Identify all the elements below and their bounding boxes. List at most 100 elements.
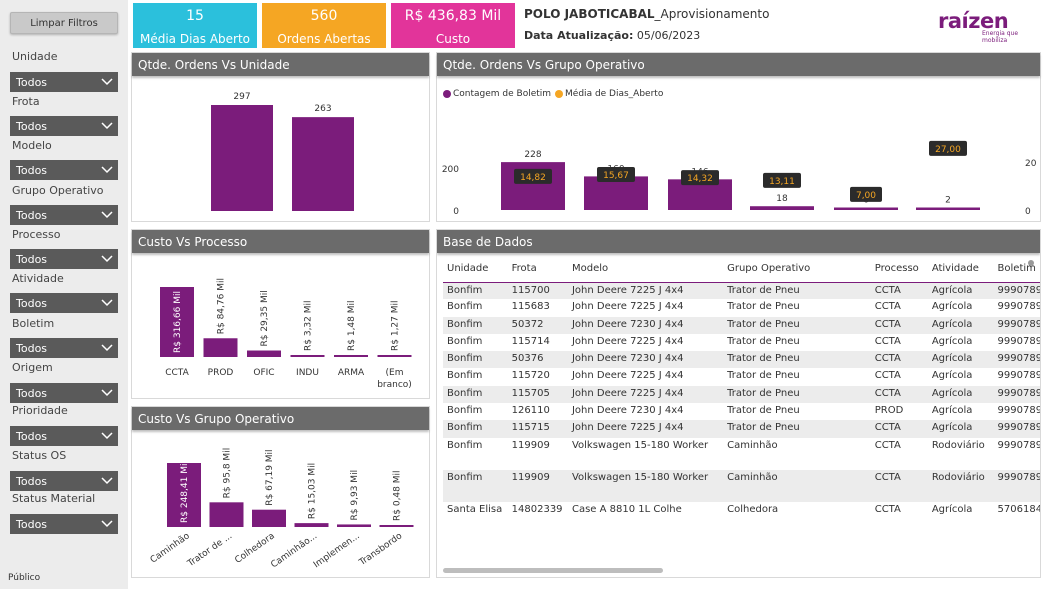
table-cell: Bonfim: [447, 405, 483, 417]
y-tick-right: 0: [1025, 207, 1031, 217]
table-row[interactable]: Santa Elisa 14802339 Case A 8810 1L Colhe C…: [443, 502, 1040, 534]
table-cell: CCTA: [870, 420, 928, 438]
data-table-container[interactable]: Unidade Frota Modelo Grupo Operativo Process…: [443, 256, 1040, 566]
filter-dropdown[interactable]: Todos: [10, 72, 118, 92]
chevron-down-icon: [101, 211, 113, 219]
raizen-logo: raízen Energia que mobiliza: [938, 10, 1038, 44]
data-label: R$ 0,48 Mil: [393, 470, 403, 521]
kpi-label: Ordens Abertas: [277, 32, 371, 46]
panel-title: Qtde. Ordens Vs Unidade: [132, 53, 429, 76]
column-header[interactable]: Atividade: [931, 263, 979, 275]
chart-legend: Contagem de Boletim Média de Dias_Aberto: [443, 89, 663, 99]
bar: [750, 206, 814, 210]
table-cell: Agrícola: [931, 503, 973, 515]
bar: [294, 523, 329, 527]
table-cell: 50376: [507, 351, 568, 369]
filter-dropdown[interactable]: Todos: [10, 249, 118, 269]
category-label: Transbordo: [357, 531, 405, 569]
table-cell: 14802339: [511, 503, 563, 515]
filter-dropdown[interactable]: Todos: [10, 338, 118, 358]
table-cell: CCTA: [870, 316, 928, 334]
table-row[interactable]: Bonfim 126110 John Deere 7230 J 4x4 Trator …: [443, 403, 1040, 420]
filter-dropdown[interactable]: Todos: [10, 514, 118, 534]
clear-filters-button[interactable]: Limpar Filtros: [10, 12, 118, 34]
data-label: R$ 67,19 Mil: [265, 449, 275, 505]
filter-value: Todos: [16, 474, 48, 488]
horizontal-scrollbar[interactable]: [443, 568, 663, 573]
table-cell: John Deere 7230 J 4x4: [567, 351, 724, 369]
filter-label: Unidade: [12, 50, 58, 63]
table-cell: Volkswagen 15-180 Worker: [571, 439, 709, 451]
category-label: INDU: [296, 368, 319, 378]
chart-ordens-grupo: 2000200228Caminhão160Colhedora146Trator …: [442, 140, 1037, 217]
filter-dropdown[interactable]: Todos: [10, 471, 118, 491]
category-label: branco): [377, 380, 412, 390]
table-cell: Agrícola: [931, 370, 973, 382]
table-cell: Agrícola: [931, 301, 973, 313]
data-label: R$ 1,48 Mil: [347, 300, 357, 351]
column-header[interactable]: Unidade: [447, 263, 489, 275]
table-cell: 115714: [511, 335, 550, 347]
panel-custo-processo: Custo Vs Processo R$ 316,66 Mil CCTA R$ 84…: [131, 229, 430, 399]
update-date-value: 05/06/2023: [636, 29, 701, 42]
table-row[interactable]: Bonfim 115715 John Deere 7225 J 4x4 Trator …: [443, 420, 1040, 438]
line-data-label: 13,11: [769, 177, 795, 187]
table-cell: Trator de Pneu: [723, 282, 871, 300]
table-cell: CCTA: [870, 282, 928, 300]
table-cell: Bonfim: [443, 282, 508, 300]
column-header[interactable]: Grupo Operativo: [727, 263, 811, 275]
filter-dropdown[interactable]: Todos: [10, 426, 118, 446]
filter-label: Atividade: [12, 272, 64, 285]
filter-dropdown[interactable]: Todos: [10, 160, 118, 180]
y-tick-right: 20: [1025, 159, 1037, 169]
table-row[interactable]: Bonfim 115700 John Deere 7225 J 4x4 Trator …: [443, 282, 1040, 300]
kpi-value: 15: [186, 8, 204, 24]
table-row[interactable]: Bonfim 119909 Volkswagen 15-180 Worker Cami…: [443, 469, 1040, 502]
data-label: R$ 29,35 Mil: [260, 290, 270, 346]
page-title-main: POLO JABOTICABAL: [524, 7, 655, 21]
chevron-down-icon: [101, 344, 113, 352]
legend-label: Média de Dias_Aberto: [565, 89, 664, 99]
table-cell: CCTA: [874, 335, 901, 347]
table-cell: Bonfim: [447, 439, 483, 451]
table-row[interactable]: Bonfim 115705 John Deere 7225 J 4x4 Trator …: [443, 385, 1040, 404]
table-row[interactable]: Bonfim 50376 John Deere 7230 J 4x4 Trator d…: [443, 351, 1040, 369]
bar: [203, 338, 238, 357]
bar: [377, 355, 412, 357]
column-header[interactable]: Frota: [511, 263, 537, 275]
update-date-label: Data Atualização:: [524, 29, 634, 42]
filter-dropdown[interactable]: Todos: [10, 383, 118, 403]
column-header[interactable]: Modelo: [571, 263, 609, 275]
sensitivity-label: Público: [8, 573, 41, 583]
data-label: 263: [314, 104, 331, 114]
panel-title: Base de Dados: [437, 230, 1040, 253]
filter-dropdown[interactable]: Todos: [10, 205, 118, 225]
column-header[interactable]: Boletim: [997, 263, 1036, 275]
table-row[interactable]: Bonfim 119909 Volkswagen 15-180 Worker Cami…: [443, 438, 1040, 470]
table-cell: Agrícola: [927, 282, 994, 300]
kpi-custo: R$ 436,83 Mil Custo: [391, 3, 515, 48]
column-header[interactable]: Processo: [874, 263, 919, 275]
filter-label: Processo: [12, 228, 61, 241]
table-cell: 999078904: [997, 301, 1040, 313]
data-label: R$ 3,32 Mil: [304, 300, 314, 351]
bar: [160, 287, 194, 357]
table-cell: 999078912: [993, 420, 1040, 438]
table-row[interactable]: Bonfim 50372 John Deere 7230 J 4x4 Trator d…: [443, 316, 1040, 334]
filter-label: Origem: [12, 361, 53, 374]
table-row[interactable]: Bonfim 115683 John Deere 7225 J 4x4 Trator …: [443, 299, 1040, 316]
category-label: PROD: [208, 368, 234, 378]
filter-dropdown[interactable]: Todos: [10, 116, 118, 136]
category-label: Implemen...: [312, 531, 362, 570]
table-cell: Agrícola: [927, 316, 994, 334]
table-cell: John Deere 7230 J 4x4: [571, 405, 684, 417]
line-label-bg: [763, 172, 801, 188]
table-row[interactable]: Bonfim 115714 John Deere 7225 J 4x4 Trator …: [443, 334, 1040, 351]
table-row[interactable]: Bonfim 115720 John Deere 7225 J 4x4 Trator …: [443, 368, 1040, 385]
vertical-scrollbar[interactable]: [1028, 260, 1034, 266]
category-label: Trator de ...: [185, 531, 234, 569]
table-cell: Caminhão: [727, 439, 778, 451]
panel-title: Custo Vs Grupo Operativo: [132, 407, 429, 430]
filter-value: Todos: [16, 75, 48, 89]
filter-dropdown[interactable]: Todos: [10, 293, 118, 313]
